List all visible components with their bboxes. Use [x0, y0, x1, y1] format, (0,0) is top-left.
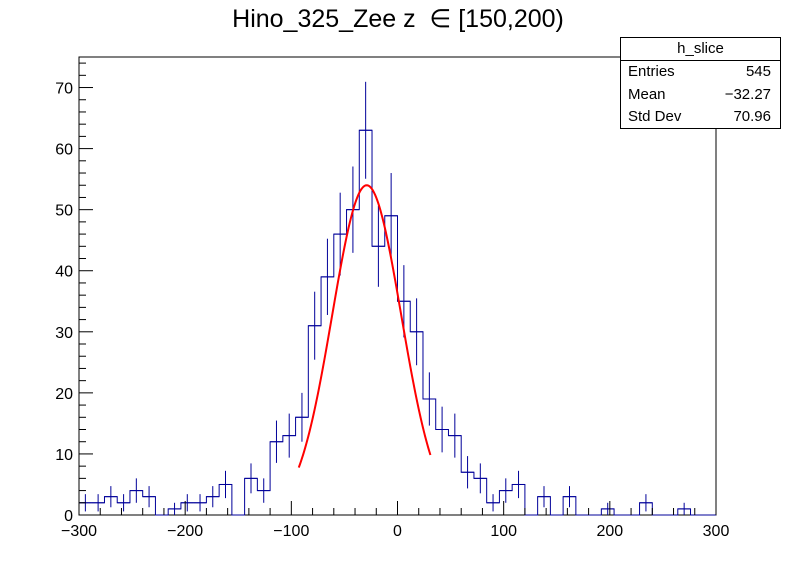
stats-value: 545 [745, 63, 771, 80]
y-tick-label: 70 [55, 81, 73, 98]
fit-curve [297, 184, 432, 468]
stats-row-stddev: Std Dev 70.96 [621, 106, 780, 129]
stats-label: Mean [628, 85, 666, 103]
stats-row-entries: Entries 545 [621, 61, 780, 84]
y-tick-label: 60 [55, 142, 73, 159]
stats-row-mean: Mean −32.27 [621, 84, 780, 107]
stats-value: 70.96 [733, 108, 771, 125]
x-tick-label: 300 [703, 523, 730, 540]
stats-label: Std Dev [628, 108, 682, 125]
y-tick-label: 50 [55, 203, 73, 220]
chart-title: Hino_325_Zee z ∈ [150,200) [232, 5, 564, 33]
y-tick-label: 40 [55, 264, 73, 281]
x-tick-label: 0 [393, 523, 402, 540]
x-tick-label: 200 [596, 523, 623, 540]
stats-box-title: h_slice [621, 38, 780, 61]
x-tick-label: −300 [61, 523, 97, 540]
stats-box: h_slice Entries 545 Mean −32.27 Std Dev … [620, 37, 781, 129]
stats-label: Entries [628, 63, 675, 80]
stats-value: −32.27 [724, 85, 771, 103]
x-tick-label: −200 [167, 523, 203, 540]
y-tick-label: 30 [55, 325, 73, 342]
y-tick-label: 0 [64, 508, 73, 525]
x-tick-label: 100 [490, 523, 517, 540]
x-tick-label: −100 [273, 523, 309, 540]
y-tick-label: 20 [55, 386, 73, 403]
y-tick-label: 10 [55, 447, 73, 464]
